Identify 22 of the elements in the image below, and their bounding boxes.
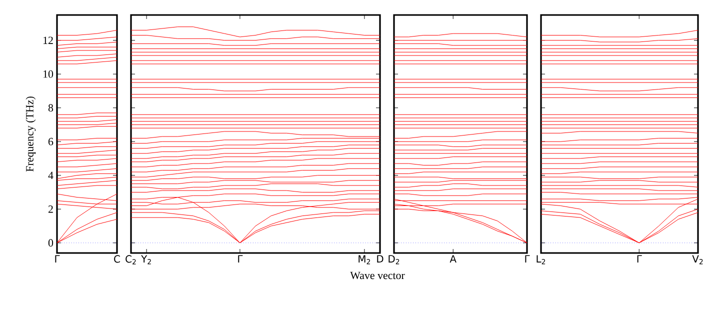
x-tick-label: Γ — [525, 255, 530, 262]
x-tick-label: C — [114, 255, 120, 263]
x-tick-label: D — [377, 255, 384, 262]
x-axis-title: Wave vector — [350, 272, 405, 280]
y-tick-label: 4 — [48, 172, 54, 179]
x-tick-label: Γ — [55, 255, 60, 262]
x-tick-label: C$_{2}$ — [126, 255, 136, 264]
y-tick-label: 10 — [43, 70, 54, 78]
y-axis-title: Frequency (THz) — [26, 96, 36, 172]
x-tick-label: Y$_{2}$ — [141, 255, 151, 264]
x-tick-label: V$_{2}$ — [692, 255, 703, 264]
y-tick-label: 12 — [43, 36, 53, 44]
y-tick-label: 6 — [48, 138, 54, 146]
x-tick-label: D$_{2}$ — [388, 255, 400, 264]
x-tick-label: Γ — [238, 255, 243, 262]
x-tick-label: L$_{2}$ — [536, 255, 546, 264]
y-tick-label: 8 — [48, 104, 54, 112]
y-tick-label: 2 — [48, 205, 53, 213]
x-tick-label: Γ — [637, 255, 642, 262]
y-tick-label: 0 — [48, 239, 54, 247]
x-tick-label: A — [450, 255, 456, 262]
x-tick-label: M$_{2}$ — [358, 255, 370, 264]
